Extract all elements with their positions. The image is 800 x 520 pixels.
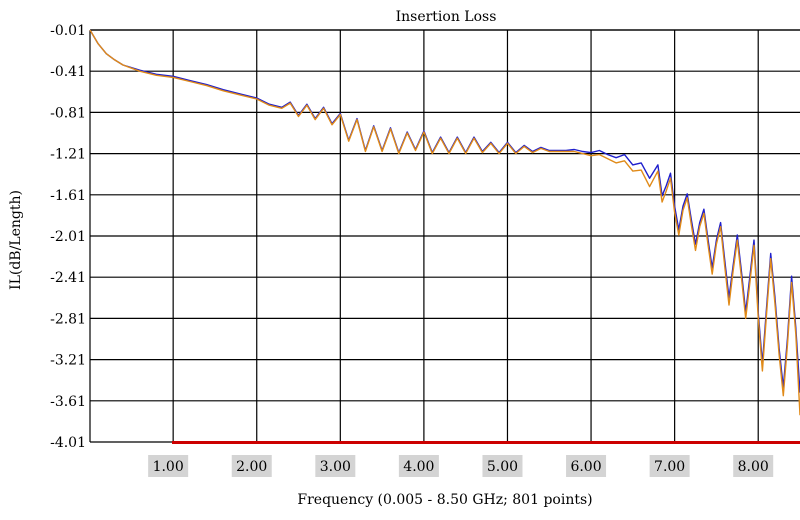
- y-tick-label: -0.01: [50, 23, 86, 39]
- x-tick-label: 5.00: [487, 459, 518, 475]
- x-tick-label: 1.00: [153, 459, 184, 475]
- chart-title: Insertion Loss: [396, 9, 497, 25]
- grid-layer: [89, 29, 800, 444]
- x-tick-label-bg: [733, 455, 774, 477]
- y-tick-label: -0.81: [50, 105, 86, 121]
- y-tick-label: -3.21: [50, 353, 86, 369]
- x-tick-label-bg: [148, 455, 189, 477]
- series-line-blue: [89, 29, 800, 393]
- y-tick-label: -2.01: [50, 229, 86, 245]
- x-tick-label-bg: [566, 455, 607, 477]
- series-layer: [89, 29, 800, 416]
- y-tick-label: -1.61: [50, 188, 86, 204]
- x-tick-label-bg: [649, 455, 690, 477]
- y-tick-label: -3.61: [50, 394, 86, 410]
- x-tick-label-bg: [482, 455, 523, 477]
- y-tick-label: -1.21: [50, 147, 86, 163]
- x-tick-label-bg: [231, 455, 272, 477]
- x-tick-label: 6.00: [570, 459, 601, 475]
- x-axis-label: Frequency (0.005 - 8.50 GHz; 801 points): [297, 492, 592, 508]
- series-line-orange: [89, 29, 800, 416]
- x-tick-label-bg: [315, 455, 356, 477]
- y-tick-label: -4.01: [50, 435, 86, 451]
- x-tick-label: 3.00: [320, 459, 351, 475]
- y-tick-label: -2.81: [50, 311, 86, 327]
- tick-labels-layer: -0.01 -0.41 -0.81 -1.21 -1.61 -2.01 -2.41 -2.81…: [50, 23, 774, 477]
- x-tick-label: 4.00: [403, 459, 434, 475]
- x-tick-label-bg: [398, 455, 439, 477]
- x-tick-label: 8.00: [738, 459, 769, 475]
- y-tick-label: -0.41: [50, 64, 86, 80]
- x-tick-label: 2.00: [236, 459, 267, 475]
- y-axis-label: IL(dB/Length): [8, 190, 24, 290]
- y-tick-label: -2.41: [50, 270, 86, 286]
- x-tick-label: 7.00: [654, 459, 685, 475]
